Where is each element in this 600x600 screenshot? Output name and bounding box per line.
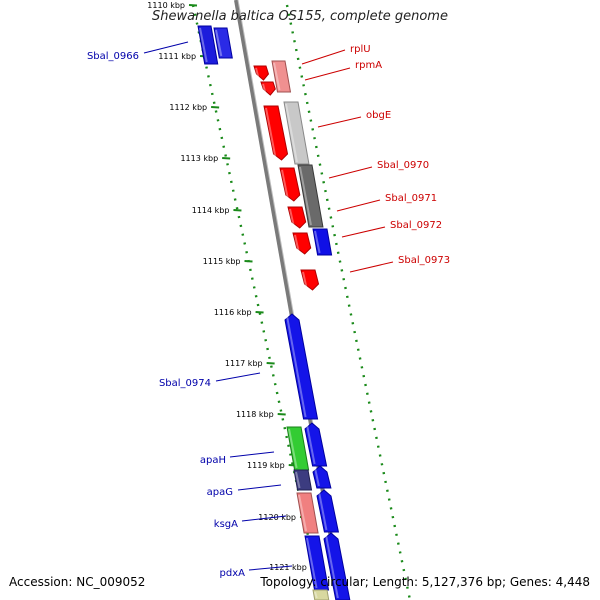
tick-mark	[244, 260, 253, 263]
gene-sheen	[325, 534, 339, 599]
gene-ksga-b	[316, 489, 340, 533]
tick-label: 1116 kbp	[214, 308, 252, 317]
gene-next	[312, 589, 330, 600]
gene-sheen	[288, 428, 298, 469]
tick-label: 1115 kbp	[203, 257, 241, 266]
gene-label-reverse: pdxA	[220, 568, 246, 579]
label-leader-line	[328, 166, 373, 179]
gene-label-forward: Sbal_0972	[390, 220, 442, 231]
gene-label-forward: rplU	[350, 44, 371, 55]
gene-label-forward: Sbal_0970	[377, 160, 429, 171]
map-title: Shewanella baltica OS155, complete genom…	[152, 9, 448, 24]
tick-mark	[233, 209, 242, 212]
gene-sbal-0966-b	[213, 27, 233, 59]
gene-rpma	[260, 81, 276, 96]
label-leader-line	[248, 565, 293, 571]
gene-rplu	[253, 65, 270, 81]
tick-label: 1118 kbp	[236, 410, 274, 419]
tick-label: 1121 kbp	[269, 563, 307, 572]
gene-sbal-0970	[279, 167, 301, 202]
gene-sheen	[265, 107, 277, 159]
label-leader-line	[349, 261, 394, 273]
gene-label-reverse: apaH	[200, 455, 226, 466]
gene-sbal-0966-a	[197, 25, 219, 65]
label-leader-line	[341, 226, 386, 238]
gene-label-reverse: apaG	[207, 487, 233, 498]
gene-sheen	[294, 234, 300, 253]
label-leader-line	[229, 451, 275, 458]
tick-mark	[222, 157, 231, 160]
tick-mark	[255, 311, 264, 314]
gene-sheen	[314, 467, 320, 487]
gene-label-reverse: ksgA	[214, 519, 238, 530]
tick-mark	[188, 4, 198, 7]
tick-label: 1117 kbp	[225, 359, 263, 368]
tick-label: 1114 kbp	[192, 206, 230, 215]
gene-ksga	[296, 492, 319, 534]
tick-mark	[277, 413, 286, 416]
gene-label-reverse: Sbal_0974	[159, 378, 211, 389]
gene-label-forward: obgE	[366, 110, 391, 121]
gene-sheen	[306, 537, 318, 589]
gene-rpma-shadow	[271, 60, 292, 93]
gene-sheen	[281, 169, 289, 200]
label-leader-line	[304, 67, 351, 81]
gene-sheen	[215, 29, 223, 57]
gene-label-reverse: Sbal_0966	[87, 51, 139, 62]
gene-sbal-0972-b	[312, 228, 333, 256]
label-leader-line	[237, 484, 282, 491]
gene-label-forward: Sbal_0971	[385, 193, 437, 204]
gene-pdxa	[304, 535, 330, 591]
label-leader-line	[241, 515, 287, 522]
label-leader-line	[301, 49, 346, 65]
label-leader-line	[143, 41, 189, 54]
label-leader-line	[336, 199, 381, 212]
tick-mark	[266, 362, 275, 365]
gene-sbal-0972	[292, 232, 312, 255]
tick-label: 1111 kbp	[158, 52, 196, 61]
gene-sheen	[306, 424, 316, 465]
tick-label: 1113 kbp	[180, 154, 218, 163]
tick-label: 1119 kbp	[247, 461, 285, 470]
gene-sheen	[314, 230, 321, 254]
gene-sheen	[314, 591, 318, 599]
gene-sheen	[298, 494, 308, 532]
gene-obge-shadow	[283, 101, 310, 165]
gene-sbal-0973	[300, 269, 320, 291]
gene-labels: rplU rpmA obgE Sbal_0970 Sbal_0971 Sbal_0972 S…	[87, 41, 450, 579]
gene-sheen	[299, 166, 312, 226]
tick-label: 1112 kbp	[169, 103, 207, 112]
gene-sbal-0974	[284, 313, 319, 420]
tick-label: 1110 kbp	[147, 1, 185, 10]
gene-sheen	[285, 103, 298, 163]
gene-apag-b	[312, 465, 332, 489]
gene-sbal-0971	[287, 206, 307, 229]
gene-sheen	[302, 271, 308, 289]
label-leader-line	[215, 372, 261, 382]
gene-apah	[286, 426, 310, 471]
gene-obge	[263, 105, 289, 161]
label-leader-line	[317, 116, 362, 128]
gene-sheen	[286, 315, 307, 418]
accession-text: Accession: NC_009052	[9, 575, 146, 589]
genome-summary: Topology: circular; Length: 5,127,376 bp…	[260, 575, 590, 589]
gene-apag	[293, 469, 313, 491]
gene-sheen	[289, 208, 295, 227]
gene-pdxa-b	[323, 532, 351, 600]
gene-label-forward: Sbal_0973	[398, 255, 450, 266]
gene-sheen	[295, 471, 301, 489]
gene-sheen	[273, 62, 281, 91]
gene-sheen	[318, 491, 328, 531]
tick-rings: 1110 kbp 1111 kbp 1112 kbp 1113 kbp 1114 kbp…	[147, 1, 412, 600]
gene-sheen	[262, 83, 267, 94]
gene-features	[197, 25, 351, 600]
gene-sbal-0970-shadow	[297, 164, 324, 228]
gene-sheen	[199, 27, 208, 63]
gene-label-forward: rpmA	[355, 60, 382, 71]
tick-mark	[211, 106, 220, 109]
gene-sheen	[255, 67, 260, 79]
